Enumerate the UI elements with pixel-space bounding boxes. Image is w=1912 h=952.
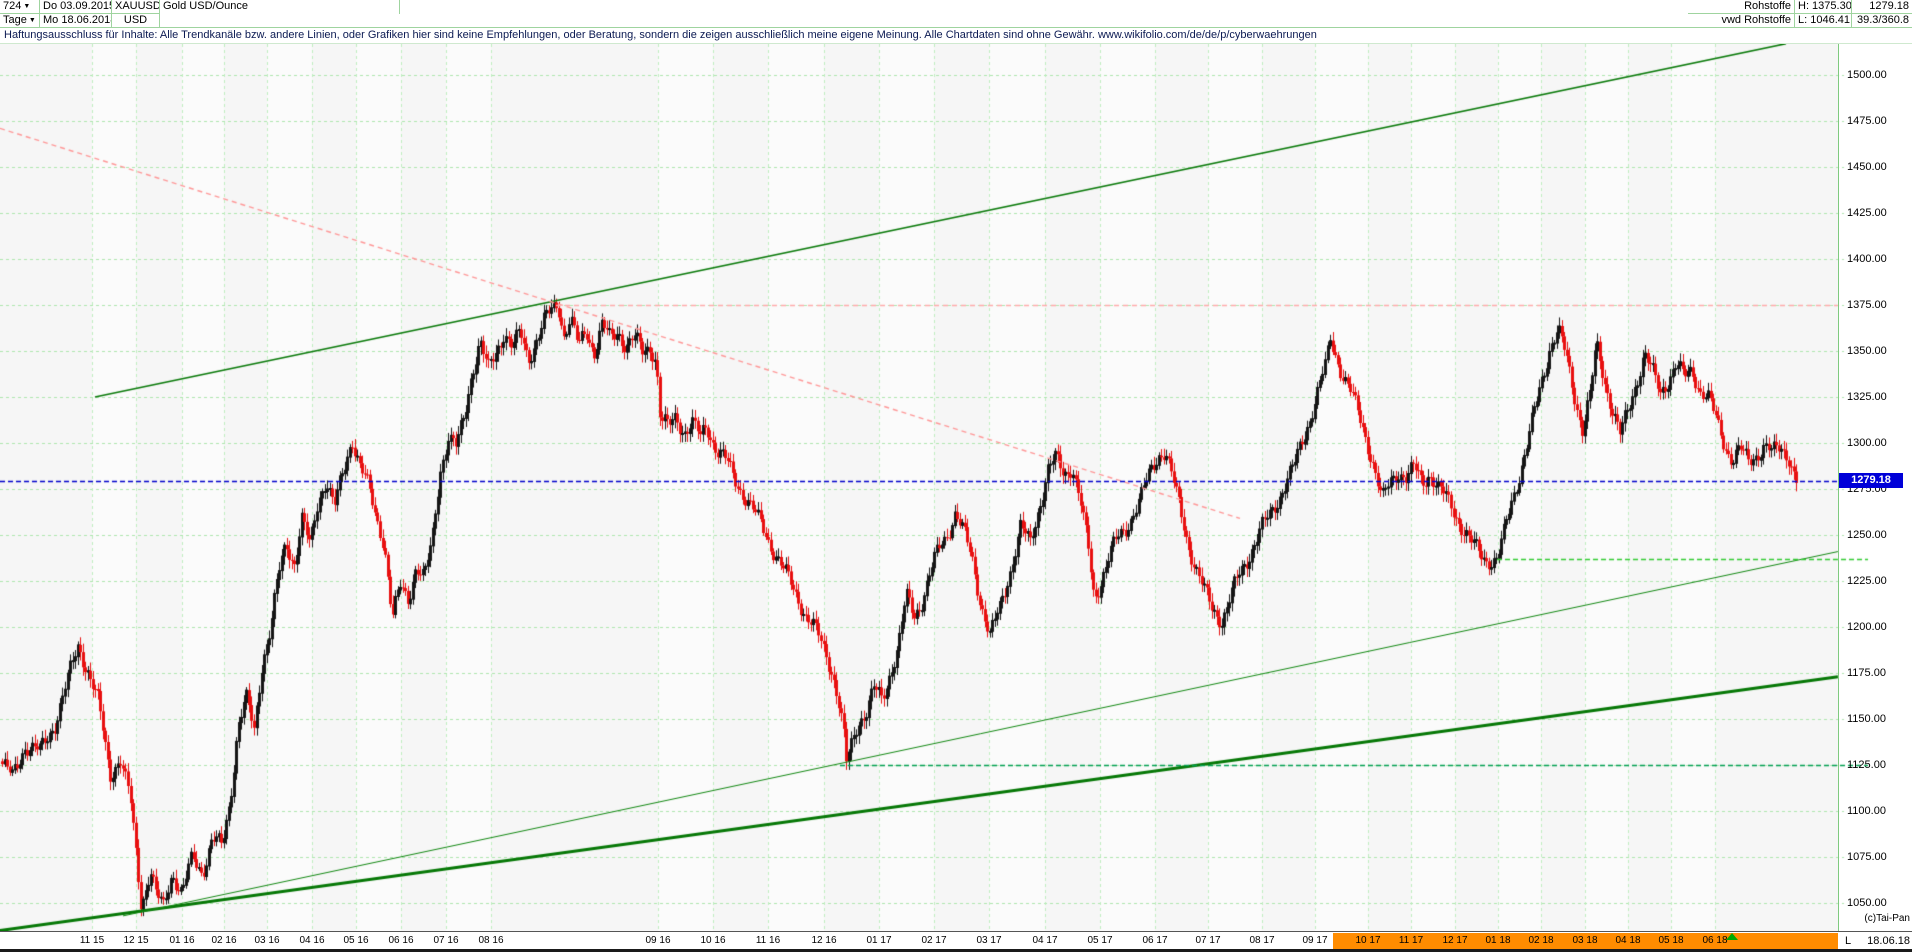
y-axis-label: 1450.00 bbox=[1847, 160, 1887, 173]
month-tick-label: 12 16 bbox=[811, 935, 837, 946]
y-axis-label: 1100.00 bbox=[1847, 804, 1886, 817]
month-tick-label: 08 16 bbox=[478, 935, 504, 946]
bars-count-dropdown[interactable]: 724 ▼ bbox=[0, 0, 40, 14]
y-axis-label: 1050.00 bbox=[1847, 896, 1887, 909]
highlighted-period-bar bbox=[1333, 933, 1838, 950]
y-axis-label: 1175.00 bbox=[1847, 666, 1886, 679]
y-axis-label: 1350.00 bbox=[1847, 344, 1887, 357]
month-tick-label: 05 17 bbox=[1087, 935, 1113, 946]
month-tick-label: 06 16 bbox=[388, 935, 414, 946]
last-bar-marker-icon bbox=[1726, 933, 1738, 940]
month-tick-label: 09 17 bbox=[1302, 935, 1328, 946]
month-tick-label: 03 16 bbox=[254, 935, 280, 946]
month-tick-label: 01 16 bbox=[169, 935, 195, 946]
month-tick-label: 03 17 bbox=[976, 935, 1002, 946]
chart-canvas[interactable] bbox=[0, 44, 1912, 952]
month-tick-label: 05 16 bbox=[343, 935, 369, 946]
month-tick-label: 10 17 bbox=[1355, 935, 1381, 946]
y-axis-label: 1500.00 bbox=[1847, 68, 1887, 81]
provider-label: vwd Rohstoffe bbox=[1688, 14, 1795, 28]
month-tick-label: 02 17 bbox=[921, 935, 947, 946]
last-date-label: 18.06.18 bbox=[1867, 935, 1910, 947]
bottom-border bbox=[0, 949, 1912, 952]
instrument-name: Gold USD/Ounce bbox=[160, 0, 400, 14]
price-axis-frame bbox=[1838, 44, 1839, 950]
low-marker-label: L bbox=[1845, 935, 1852, 947]
month-tick-label: 04 17 bbox=[1032, 935, 1058, 946]
y-axis-label: 1250.00 bbox=[1847, 528, 1887, 541]
month-tick-label: 04 16 bbox=[299, 935, 325, 946]
month-tick-label: 12 17 bbox=[1442, 935, 1468, 946]
low-value: L: 1046.41 bbox=[1795, 14, 1852, 28]
y-axis-label: 1425.00 bbox=[1847, 206, 1887, 219]
header-spacer bbox=[400, 0, 1688, 14]
period-value: Tage bbox=[3, 14, 27, 26]
month-tick-label: 09 16 bbox=[645, 935, 671, 946]
month-tick-label: 01 17 bbox=[866, 935, 892, 946]
y-axis-label: 1225.00 bbox=[1847, 574, 1887, 587]
month-tick-label: 04 18 bbox=[1615, 935, 1641, 946]
month-tick-label: 08 17 bbox=[1249, 935, 1275, 946]
copyright-label: (c)Tai-Pan bbox=[1864, 913, 1910, 924]
time-axis: 11 15 12 15 01 16 02 16 03 16 04 16 05 16 06 16… bbox=[0, 931, 1912, 950]
month-tick-label: 11 15 bbox=[79, 935, 105, 946]
last-price-header: 1279.18 bbox=[1852, 0, 1912, 14]
header-spacer2 bbox=[160, 14, 1688, 28]
chevron-down-icon: ▼ bbox=[28, 17, 36, 24]
current-price-tag: 1279.18 bbox=[1839, 473, 1903, 488]
y-axis-label: 1375.00 bbox=[1847, 298, 1887, 311]
high-value: H: 1375.30 bbox=[1795, 0, 1852, 14]
y-axis-label: 1475.00 bbox=[1847, 114, 1887, 127]
y-axis-label: 1075.00 bbox=[1847, 850, 1887, 863]
month-tick-label: 01 18 bbox=[1485, 935, 1511, 946]
category-label: Rohstoffe bbox=[1688, 0, 1795, 14]
month-tick-label: 10 16 bbox=[700, 935, 726, 946]
y-axis-label: 1150.00 bbox=[1847, 712, 1886, 725]
date-from-field[interactable]: Do 03.09.2015 bbox=[40, 0, 112, 14]
month-tick-label: 11 17 bbox=[1398, 935, 1424, 946]
month-tick-label: 11 16 bbox=[755, 935, 781, 946]
month-tick-label: 07 17 bbox=[1195, 935, 1221, 946]
month-tick-label: 03 18 bbox=[1572, 935, 1598, 946]
month-tick-label: 05 18 bbox=[1658, 935, 1684, 946]
chevron-down-icon: ▼ bbox=[23, 3, 31, 10]
symbol-label: XAUUSD bbox=[112, 0, 160, 14]
y-axis-label: 1300.00 bbox=[1847, 436, 1887, 449]
month-tick-label: 02 18 bbox=[1528, 935, 1554, 946]
y-axis-label: 1200.00 bbox=[1847, 620, 1887, 633]
period-dropdown[interactable]: Tage ▼ bbox=[0, 14, 40, 28]
month-tick-label: 02 16 bbox=[211, 935, 237, 946]
axis-corner-cell: L 18.06.18 bbox=[1839, 933, 1912, 950]
y-axis-label: 1325.00 bbox=[1847, 390, 1887, 403]
range-info: 39.3/360.8 bbox=[1852, 14, 1912, 28]
month-tick-label: 12 15 bbox=[123, 935, 149, 946]
date-to-field[interactable]: Mo 18.06.2018 bbox=[40, 14, 112, 28]
disclaimer-text: Haftungsausschluss für Inhalte: Alle Tre… bbox=[0, 28, 1912, 44]
bars-count-value: 724 bbox=[3, 0, 22, 12]
y-axis-label: 1125.00 bbox=[1847, 758, 1886, 771]
y-axis-label: 1400.00 bbox=[1847, 252, 1887, 265]
month-tick-label: 07 16 bbox=[433, 935, 459, 946]
month-tick-label: 06 18 bbox=[1702, 935, 1728, 946]
currency-label: USD bbox=[112, 14, 160, 28]
month-tick-label: 06 17 bbox=[1142, 935, 1168, 946]
